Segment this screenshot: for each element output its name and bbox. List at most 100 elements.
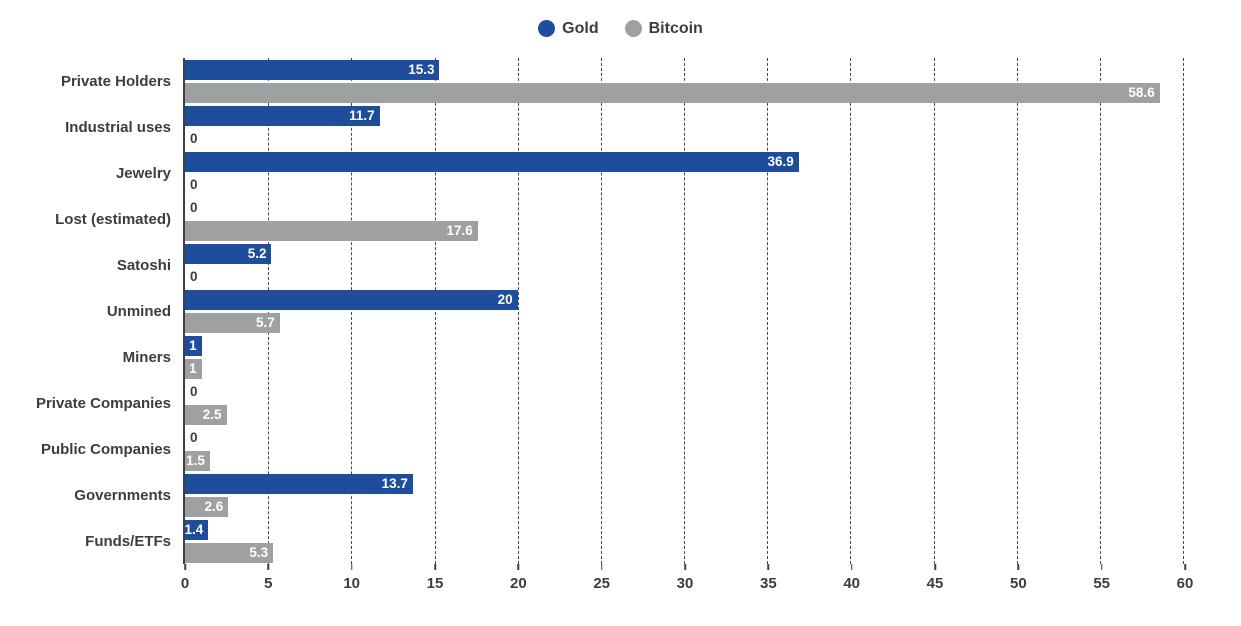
- category-row: 20 5.7: [185, 288, 1183, 334]
- zero-value-label: 0: [190, 199, 198, 215]
- tick-label: 60: [1176, 575, 1194, 592]
- bars-layer: 15.3 58.6 11.7 0 36.9 0 0 17.6 5.2 0 20 5.7 1 1 0 2.5 0 1…: [185, 58, 1183, 564]
- category-row: 5.2 0: [185, 242, 1183, 288]
- x-axis-spacer: [0, 564, 185, 608]
- bitcoin-bar-track: 5.3: [185, 542, 1183, 563]
- gold-bar-track: 1.4: [184, 519, 1183, 540]
- category-label: Satoshi: [116, 256, 171, 274]
- tick-label: 25: [593, 575, 610, 592]
- bar-value-label: 1: [189, 338, 197, 353]
- gridline: [351, 58, 353, 564]
- tick-mark: [350, 564, 353, 570]
- bitcoin-bar: 5.3: [185, 542, 274, 563]
- bar-value-label: 58.6: [1128, 85, 1155, 100]
- bar-value-label: 5.7: [256, 315, 275, 330]
- tick-mark: [1017, 564, 1020, 570]
- bar-value-label: 13.7: [381, 476, 408, 491]
- category-label: Jewelry: [115, 164, 171, 182]
- tick-label: 50: [1009, 575, 1027, 592]
- bar-value-label: 1.4: [184, 522, 204, 537]
- bar-value-label: 11.7: [349, 108, 375, 123]
- gold-bar-track: 0: [185, 428, 1183, 448]
- legend-item-bitcoin: Bitcoin: [624, 20, 703, 38]
- gold-bar: 1.4: [184, 519, 209, 540]
- gold-bar: 13.7: [185, 473, 413, 494]
- gridline: [850, 58, 852, 564]
- category-label: Lost (estimated): [55, 210, 171, 228]
- gold-bar: 36.9: [185, 151, 799, 172]
- gridline: [684, 58, 685, 564]
- gridline: [517, 58, 519, 564]
- category-label: Private Holders: [60, 72, 171, 90]
- tick-label: 20: [509, 575, 527, 592]
- tick-label: 15: [426, 575, 444, 592]
- category-row: 0 17.6: [185, 196, 1183, 242]
- category-row: 11.7 0: [185, 104, 1183, 150]
- tick-mark: [517, 564, 520, 570]
- zero-value-label: 0: [190, 176, 198, 192]
- bitcoin-bar: 1.5: [185, 450, 210, 471]
- category-label: Unmined: [106, 302, 171, 320]
- category-row: 13.7 2.6: [185, 472, 1183, 518]
- category-label: Private Companies: [35, 394, 171, 412]
- bitcoin-bar: 2.6: [185, 496, 229, 517]
- tick-mark: [1100, 564, 1103, 570]
- tick-mark: [434, 564, 436, 570]
- category-labels-column: Private Holders Industrial uses Jewelry Los…: [0, 58, 183, 564]
- bitcoin-bar-track: 0: [185, 267, 1183, 287]
- gold-bar-track: 13.7: [185, 473, 1183, 494]
- bar-value-label: 20: [497, 292, 513, 307]
- category-label: Public Companies: [40, 440, 171, 458]
- gridline: [767, 58, 769, 564]
- bitcoin-bar-track: 58.6: [185, 82, 1183, 103]
- gold-bar: 15.3: [185, 59, 440, 80]
- tick-label: 55: [1093, 575, 1110, 592]
- category-label: Miners: [122, 348, 171, 366]
- bitcoin-bar-track: 0: [185, 175, 1183, 195]
- bar-value-label: 1: [189, 361, 197, 376]
- tick-mark: [1184, 564, 1186, 570]
- bitcoin-bar: 17.6: [185, 220, 478, 241]
- gridline: [1016, 58, 1018, 564]
- bitcoin-bar-track: 2.6: [185, 496, 1183, 517]
- category-row: 0 1.5: [185, 426, 1183, 472]
- tick-mark: [184, 564, 186, 570]
- x-axis: 0 5 10 15 20 25 30 35 40 45 50 55 60: [0, 564, 1241, 608]
- bar-value-label: 36.9: [767, 154, 794, 169]
- category-label: Governments: [74, 486, 171, 504]
- zero-value-label: 0: [190, 429, 198, 445]
- bar-value-label: 5.3: [249, 545, 269, 560]
- bitcoin-bar-track: 5.7: [185, 312, 1183, 333]
- bar-value-label: 5.2: [247, 246, 267, 261]
- bitcoin-bar-track: 1.5: [185, 450, 1183, 471]
- gold-bar-track: 0: [185, 382, 1183, 402]
- bar-value-label: 15.3: [408, 62, 435, 77]
- bitcoin-bar-track: 2.5: [185, 404, 1183, 425]
- gold-bar: 11.7: [185, 105, 380, 126]
- gold-bar-track: 1: [185, 335, 1183, 356]
- gold-bar: 20: [185, 289, 518, 310]
- bitcoin-bar: 58.6: [185, 82, 1160, 103]
- zero-value-label: 0: [190, 383, 198, 399]
- gridline: [600, 58, 602, 564]
- bar-value-label: 17.6: [446, 223, 473, 238]
- bar-chart: Private Holders Industrial uses Jewelry Los…: [0, 58, 1241, 564]
- x-axis-ticks: 0 5 10 15 20 25 30 35 40 45 50 55 60: [181, 564, 1193, 608]
- legend-dot-icon: [624, 20, 642, 37]
- category-row: 0 2.5: [185, 380, 1183, 426]
- category-row: 15.3 58.6: [185, 58, 1183, 104]
- gold-bar: 1: [185, 335, 202, 356]
- zero-value-label: 0: [190, 268, 198, 284]
- gridline: [933, 58, 935, 564]
- tick-label: 0: [180, 575, 190, 592]
- gold-bar-track: 15.3: [185, 59, 1183, 80]
- legend-item-gold: Gold: [538, 20, 599, 38]
- tick-mark: [767, 564, 770, 570]
- tick-mark: [600, 564, 603, 570]
- gold-bar: 5.2: [185, 243, 272, 264]
- gridline: [268, 58, 270, 564]
- category-row: 36.9 0: [185, 150, 1183, 196]
- tick-mark: [934, 564, 936, 570]
- tick-mark: [267, 564, 270, 570]
